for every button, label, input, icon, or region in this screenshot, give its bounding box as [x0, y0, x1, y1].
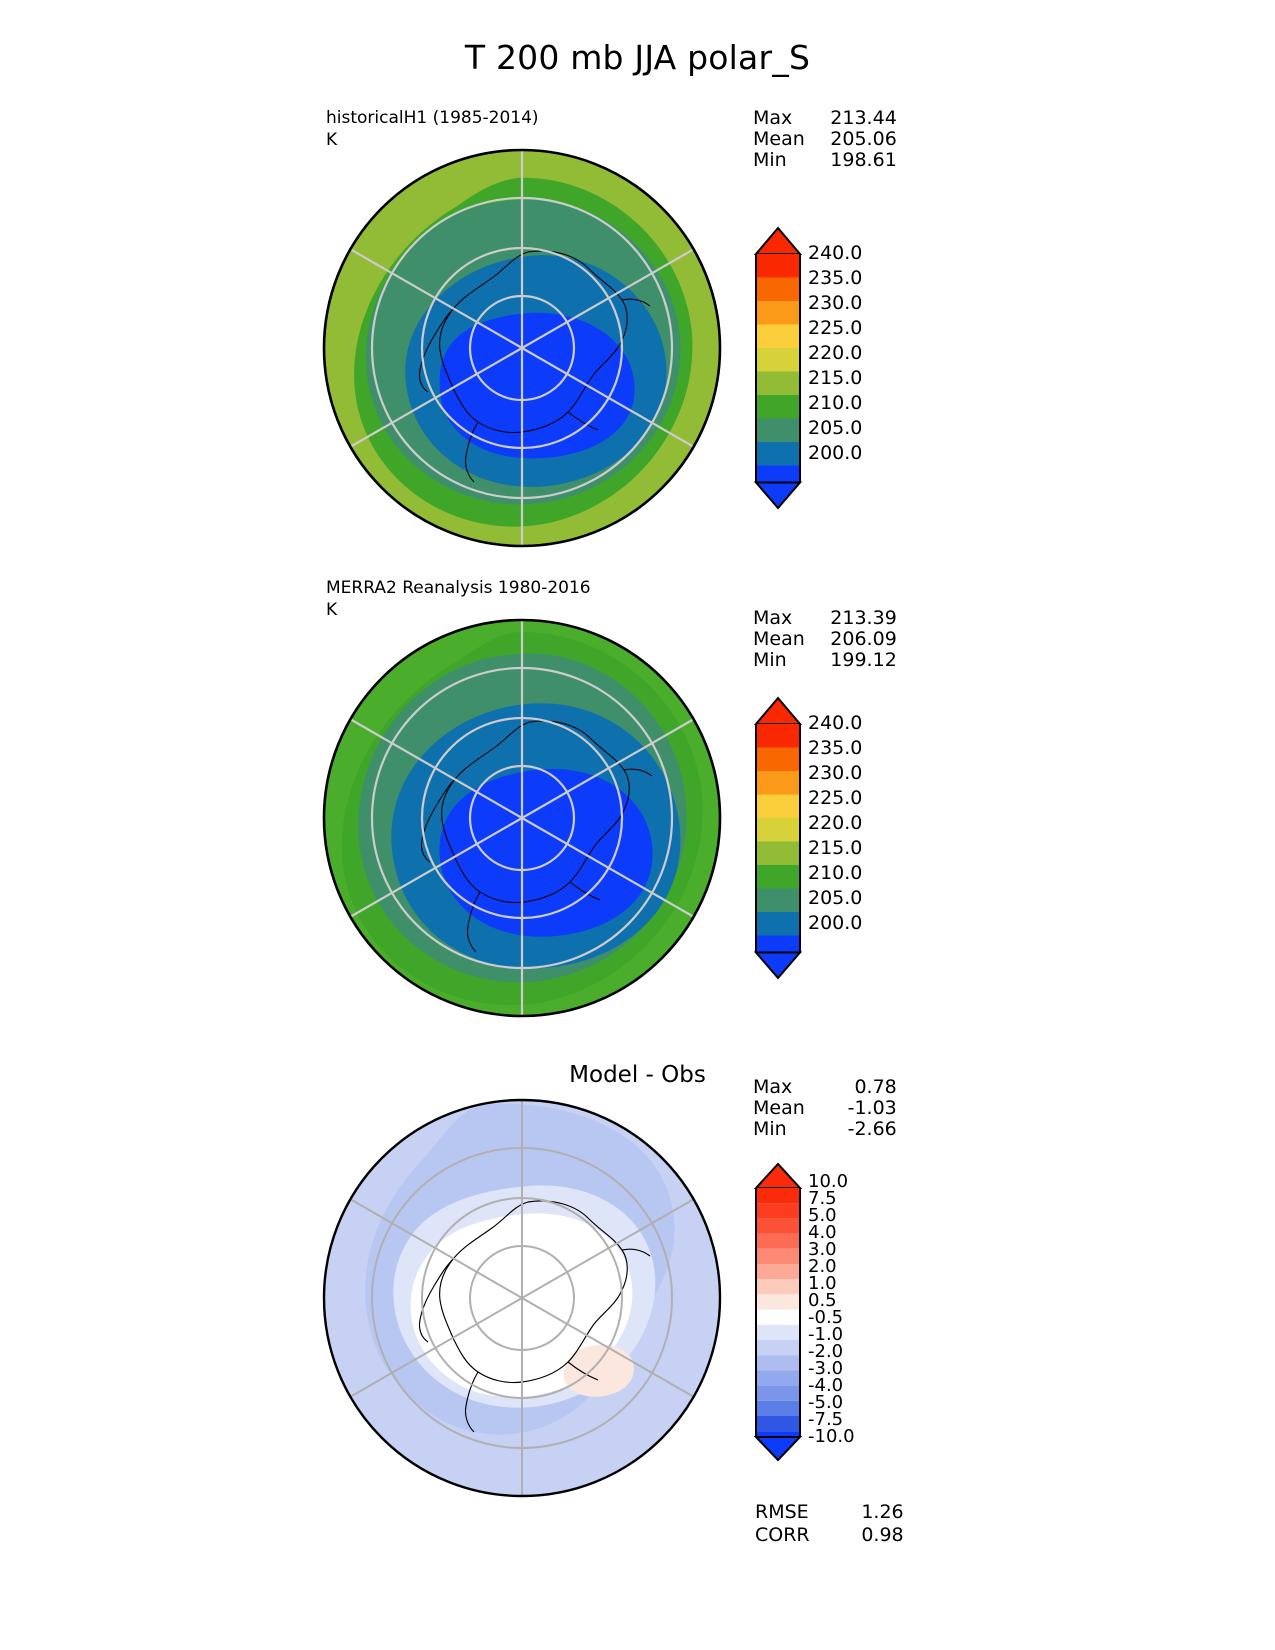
coastline-obs: [420, 720, 653, 953]
contour-fill-obs: [324, 620, 720, 1016]
colorbar-tick: -3.0: [808, 1358, 844, 1379]
map-outline-difference: [322, 1098, 722, 1498]
stat-row: Mean 206.09: [753, 629, 897, 650]
stat-value: -1.03: [847, 1097, 897, 1119]
panel-obs-stats: Max 213.39 Mean 206.09 Min 199.12: [753, 608, 897, 671]
map-outline-obs: [322, 618, 722, 1018]
colorbar-tick: 240.0: [808, 242, 863, 264]
stat-label: Mean: [753, 628, 805, 650]
graticule-difference: [349, 1100, 695, 1496]
stat-row: Min 199.12: [753, 650, 897, 671]
polar-map-obs: [322, 618, 722, 1018]
stat-label: Min: [753, 649, 787, 671]
colorbar-tick: 210.0: [808, 862, 863, 884]
stat-value: 205.06: [830, 128, 897, 150]
stat-row: CORR 0.98: [755, 1525, 904, 1546]
panel-model-subtitle: historicalH1 (1985-2014): [326, 108, 539, 128]
stat-label: Max: [753, 607, 793, 629]
colorbar-tick: 235.0: [808, 737, 863, 759]
colorbar-tick: -5.0: [808, 1392, 844, 1413]
stat-value: 0.98: [861, 1524, 904, 1546]
panel-difference-subtitle: Model - Obs: [569, 1062, 706, 1088]
polar-map-difference: [322, 1098, 722, 1498]
colorbar-swatches: [753, 696, 803, 980]
stat-row: Max 213.39: [753, 608, 897, 629]
panel-difference-stats: Max 0.78 Mean -1.03 Min -2.66: [753, 1077, 897, 1140]
map-outline-model: [322, 148, 722, 548]
colorbar-tick: 225.0: [808, 787, 863, 809]
colorbar-tick: 230.0: [808, 292, 863, 314]
panel-model-stats: Max 213.44 Mean 205.06 Min 198.61: [753, 108, 897, 171]
colorbar-tick: 3.0: [808, 1239, 837, 1260]
stat-value: 206.09: [830, 628, 897, 650]
stat-row: Min 198.61: [753, 150, 897, 171]
stat-label: Min: [753, 1118, 787, 1140]
colorbar-tick: 220.0: [808, 812, 863, 834]
colorbar-tick: -10.0: [808, 1426, 855, 1447]
graticule-obs: [349, 620, 695, 1016]
stat-value: 213.44: [830, 107, 897, 129]
colorbar-tick: -7.5: [808, 1409, 844, 1430]
colorbar-tick: 0.5: [808, 1290, 837, 1311]
colorbar-tick: -4.0: [808, 1375, 844, 1396]
page-title: T 200 mb JJA polar_S: [464, 38, 811, 77]
colorbar-tick: 215.0: [808, 837, 863, 859]
colorbar-tick: 7.5: [808, 1188, 837, 1209]
stat-value: -2.66: [847, 1118, 897, 1140]
panel-obs-units: K: [326, 600, 338, 620]
colorbar-tick: 200.0: [808, 442, 863, 464]
colorbar-temperature-model[interactable]: 240.0 235.0 230.0 225.0 220.0 215.0 210.…: [752, 222, 862, 510]
stat-row: Mean -1.03: [753, 1098, 897, 1119]
stat-label: RMSE: [755, 1501, 809, 1523]
colorbar-tick: 4.0: [808, 1222, 837, 1243]
polar-map-model: [322, 148, 722, 548]
stat-row: Min -2.66: [753, 1119, 897, 1140]
colorbar-tick: 210.0: [808, 392, 863, 414]
colorbar-temperature-obs[interactable]: 240.0 235.0 230.0 225.0 220.0 215.0 210.…: [752, 692, 862, 980]
colorbar-tick: -0.5: [808, 1307, 844, 1328]
stat-value: 199.12: [830, 649, 897, 671]
stat-label: Mean: [753, 1097, 805, 1119]
colorbar-tick: -2.0: [808, 1341, 844, 1362]
colorbar-difference[interactable]: 10.0 7.5 5.0 4.0 3.0 2.0 1.0 0.5 -0.5 -1…: [752, 1160, 855, 1462]
panel-obs-subtitle: MERRA2 Reanalysis 1980-2016: [326, 578, 591, 598]
colorbar-tick: 10.0: [808, 1171, 849, 1192]
stat-value: 198.61: [830, 149, 897, 171]
stat-value: 1.26: [861, 1501, 904, 1523]
colorbar-tick: 200.0: [808, 912, 863, 934]
colorbar-tick: 1.0: [808, 1273, 837, 1294]
colorbar-swatches: [753, 1162, 803, 1462]
panel-model-units: K: [326, 130, 338, 150]
stat-row: Max 0.78: [753, 1077, 897, 1098]
stat-row: Max 213.44: [753, 108, 897, 129]
stat-label: Max: [753, 107, 793, 129]
stat-label: Mean: [753, 128, 805, 150]
difference-footer-stats: RMSE 1.26 CORR 0.98: [753, 1500, 906, 1548]
colorbar-tick: 235.0: [808, 267, 863, 289]
colorbar-tick: 2.0: [808, 1256, 837, 1277]
stat-value: 213.39: [830, 607, 897, 629]
stat-label: Max: [753, 1076, 793, 1098]
colorbar-tick: 240.0: [808, 712, 863, 734]
colorbar-swatches: [753, 226, 803, 510]
stat-label: Min: [753, 149, 787, 171]
colorbar-tick: -1.0: [808, 1324, 844, 1345]
colorbar-tick: 215.0: [808, 367, 863, 389]
stat-value: 0.78: [854, 1076, 897, 1098]
colorbar-tick: 205.0: [808, 417, 863, 439]
colorbar-tick: 230.0: [808, 762, 863, 784]
stat-label: CORR: [755, 1524, 810, 1546]
colorbar-tick: 220.0: [808, 342, 863, 364]
graticule-model: [349, 150, 695, 546]
stat-row: Mean 205.06: [753, 129, 897, 150]
stat-row: RMSE 1.26: [755, 1502, 904, 1523]
colorbar-tick: 225.0: [808, 317, 863, 339]
colorbar-tick: 5.0: [808, 1205, 837, 1226]
colorbar-tick: 205.0: [808, 887, 863, 909]
